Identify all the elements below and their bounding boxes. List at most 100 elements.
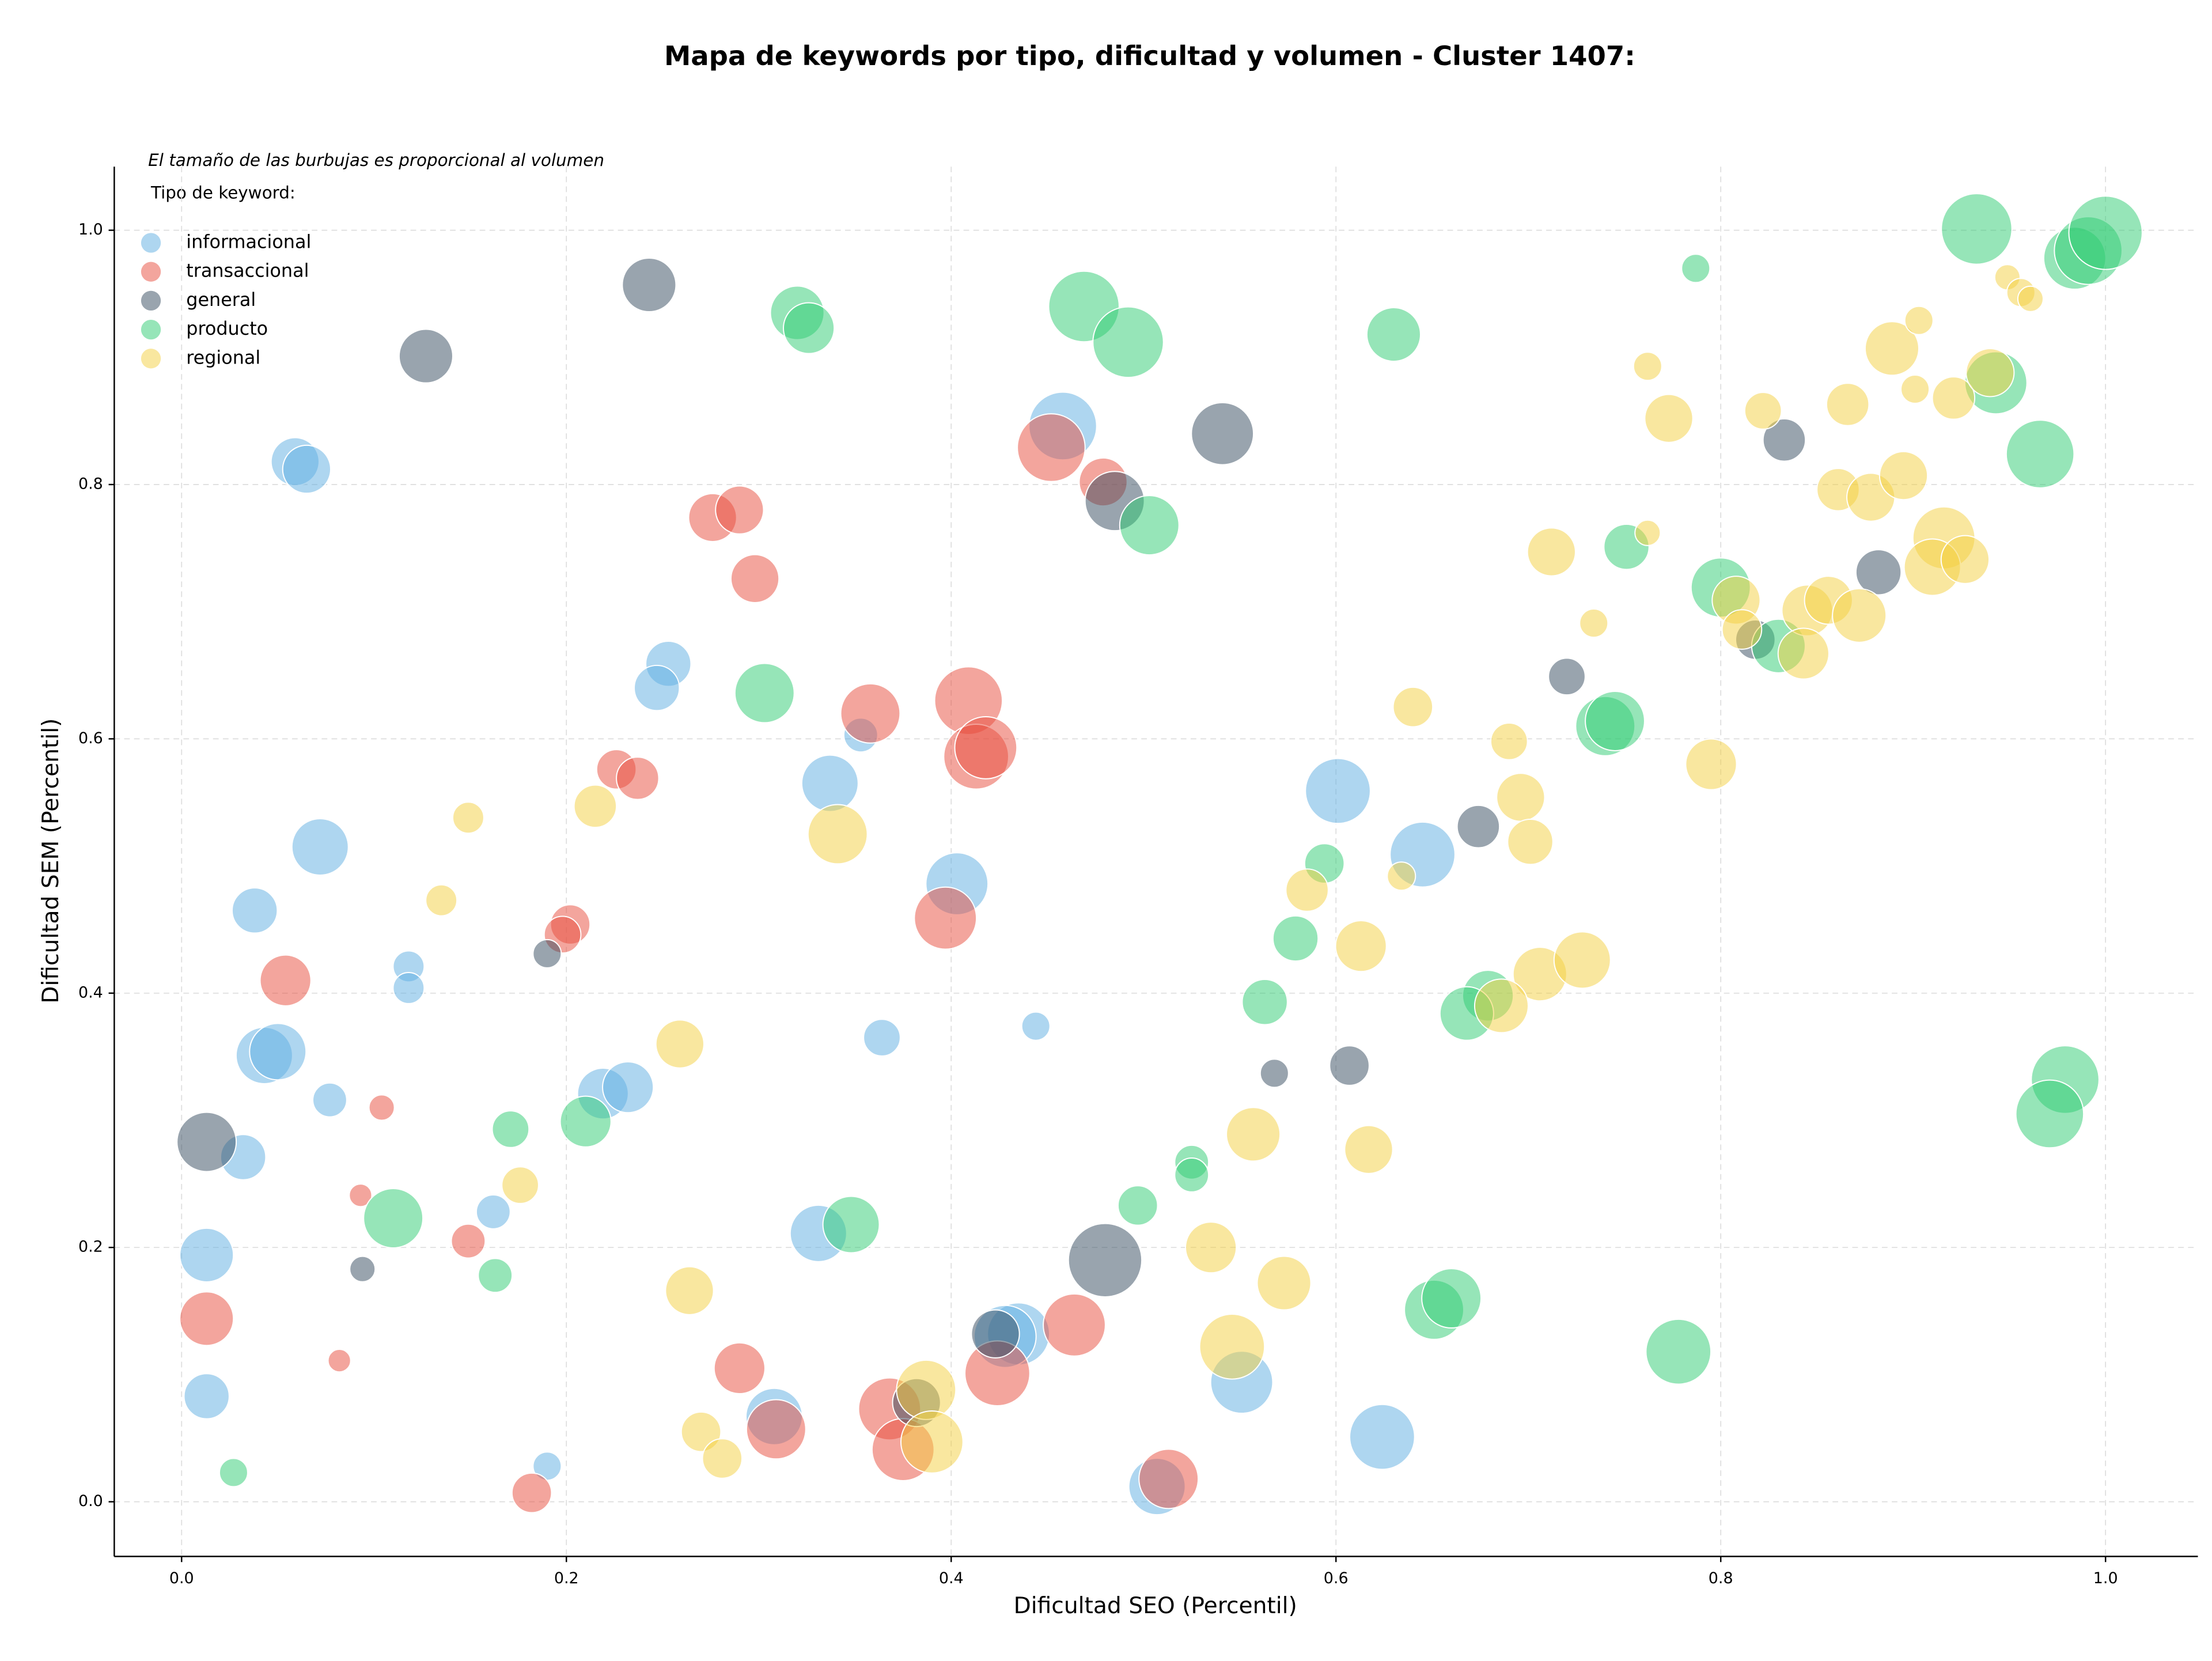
bubble: [1633, 351, 1662, 381]
bubble: [634, 664, 680, 712]
bubble: [1777, 627, 1830, 680]
bubbles: [176, 193, 2143, 1516]
bubble: [452, 801, 484, 834]
bubble: [1185, 1221, 1237, 1274]
bubble: [2068, 195, 2143, 270]
bubble: [1191, 402, 1255, 466]
bubble: [971, 1309, 1020, 1359]
bubble: [475, 1194, 511, 1229]
bubble: [392, 972, 425, 1004]
bubble: [1507, 819, 1554, 865]
bubble: [1366, 307, 1421, 362]
bubble: [1721, 609, 1763, 650]
bubble: [840, 683, 901, 744]
bubble: [282, 444, 331, 494]
y-tick-label: 0.8: [78, 475, 103, 493]
legend-marker: [141, 262, 161, 282]
bubble: [1634, 519, 1661, 546]
bubble: [900, 1410, 964, 1474]
y-tick-label: 0.4: [78, 983, 103, 1001]
bubble: [1421, 1268, 1482, 1329]
bubble: [1226, 1107, 1281, 1162]
bubble: [1387, 861, 1416, 891]
bubble: [349, 1183, 373, 1208]
bubble: [1832, 588, 1887, 643]
chart-title: Mapa de keywords por tipo, dificultad y …: [664, 40, 1635, 71]
legend-marker: [141, 233, 161, 253]
bubble: [1490, 722, 1528, 760]
bubble: [1259, 1058, 1289, 1088]
bubble: [1067, 1223, 1143, 1297]
bubble: [1762, 418, 1806, 462]
bubble: [2005, 419, 2075, 489]
y-tick-label: 0.2: [78, 1238, 103, 1256]
bubble: [259, 954, 312, 1007]
bubble: [218, 1458, 248, 1488]
bubble: [2015, 1079, 2085, 1149]
bubble: [573, 784, 618, 828]
bubble: [1138, 1448, 1199, 1509]
legend-marker: [141, 319, 161, 340]
x-axis-label: Dificultad SEO (Percentil): [1014, 1593, 1297, 1619]
bubble: [863, 1019, 901, 1057]
bubble: [425, 884, 458, 917]
bubble: [1456, 804, 1501, 849]
bubble: [1579, 608, 1609, 638]
bubble: [249, 1023, 307, 1081]
bubble: [349, 1255, 376, 1282]
legend-title: Tipo de keyword:: [150, 183, 296, 202]
legend-label: regional: [186, 346, 260, 368]
bubble: [478, 1258, 513, 1293]
bubble: [1904, 305, 1934, 335]
bubble: [559, 1095, 612, 1148]
bubble: [622, 257, 677, 313]
bubble: [1878, 451, 1929, 501]
bubble: [1043, 1293, 1106, 1357]
bubble: [730, 554, 780, 603]
bubble: [1392, 686, 1434, 728]
y-axis-label: Dificultad SEM (Percentil): [38, 718, 64, 1004]
bubble: [1941, 193, 2013, 265]
bubble: [1119, 495, 1180, 556]
bubble: [1349, 1403, 1415, 1470]
legend-marker: [141, 290, 161, 311]
bubble: [1021, 1011, 1051, 1041]
annotation: El tamaño de las burbujas es proporciona…: [148, 150, 604, 170]
x-tick-label: 0.2: [554, 1569, 579, 1587]
bubble: [655, 1019, 704, 1069]
bubble: [801, 754, 859, 812]
bubble: [702, 1438, 743, 1479]
bubble: [501, 1166, 539, 1204]
bubble: [291, 818, 349, 876]
bubble: [1585, 691, 1645, 751]
bubble: [1344, 1125, 1393, 1174]
grid: 0.0 0.2 0.4 0.6 0.8 1.0 0.0 0.2 0.4 0.6 0.8 1.0: [78, 167, 2198, 1587]
bubble: [1940, 535, 1990, 584]
bubble: [398, 328, 453, 384]
bubble: [1256, 1255, 1312, 1311]
bubble: [1553, 931, 1611, 989]
x-tick-label: 1.0: [2093, 1569, 2118, 1587]
bubble: [1092, 306, 1164, 379]
bubble: [232, 887, 278, 934]
bubble: [1335, 920, 1387, 973]
bubble: [1329, 1045, 1370, 1086]
legend-marker: [141, 349, 161, 369]
bubble: [1685, 738, 1737, 790]
x-tick-label: 0.0: [169, 1569, 194, 1587]
bubble: [179, 1227, 234, 1282]
bubble: [1305, 758, 1371, 824]
bubble: [183, 1373, 230, 1420]
bubble: [914, 886, 978, 950]
bubble: [896, 1359, 957, 1420]
bubble: [1644, 394, 1694, 443]
bubble: [665, 1266, 714, 1315]
bubble: [1285, 868, 1329, 912]
x-tick-label: 0.6: [1324, 1569, 1349, 1587]
bubble: [822, 1195, 880, 1254]
bubble: [1931, 376, 1976, 420]
bubble: [1496, 773, 1546, 822]
bubble: [1855, 549, 1902, 596]
x-tick-label: 0.8: [1709, 1569, 1733, 1587]
bubble: [1174, 1157, 1210, 1193]
